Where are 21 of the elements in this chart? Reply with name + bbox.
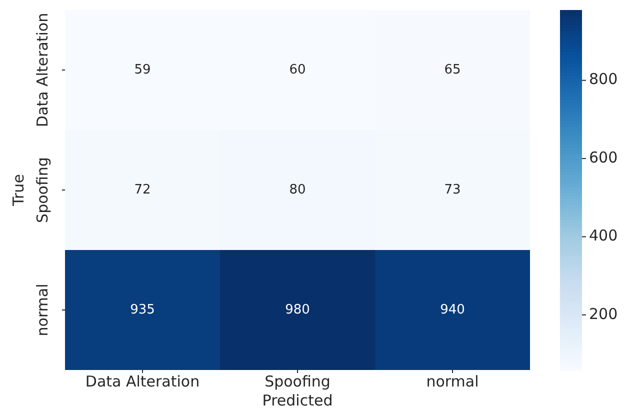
color-bar-label: 200 — [589, 304, 618, 323]
x-tick-label: normal — [426, 372, 479, 390]
y-axis-title: True — [9, 174, 28, 207]
color-bar-label: 600 — [589, 148, 618, 166]
data-label: 80 — [289, 182, 306, 198]
data-label: 980 — [285, 302, 310, 318]
data-label: 72 — [134, 182, 151, 198]
y-tick-label: Data Alteration — [33, 12, 52, 128]
y-tick-label: Spoofing — [33, 157, 52, 223]
data-label: 65 — [444, 62, 461, 78]
x-tick-label: Data Alteration — [85, 372, 200, 390]
x-axis-title: Predicted — [262, 391, 333, 410]
y-tick-label: normal — [33, 284, 52, 336]
data-label: 59 — [134, 62, 151, 78]
x-tick-label: Spoofing — [264, 372, 330, 390]
data-label: 60 — [289, 62, 306, 78]
data-label: 940 — [440, 302, 465, 318]
color-bar-label: 400 — [589, 226, 618, 245]
data-label: 73 — [444, 182, 461, 198]
data-label: 935 — [130, 302, 155, 318]
color-bar-label: 800 — [589, 70, 618, 88]
